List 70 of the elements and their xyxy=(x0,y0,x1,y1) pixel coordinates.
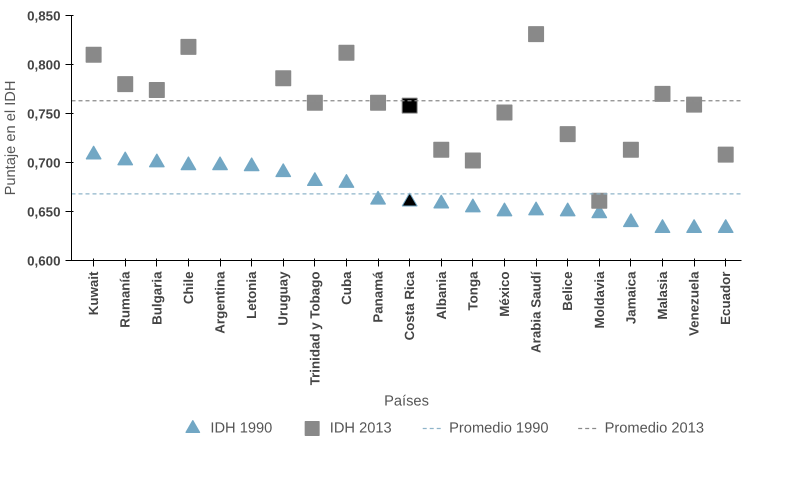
x-tick-label: Belice xyxy=(560,271,576,311)
point xyxy=(338,44,354,61)
point xyxy=(86,146,102,160)
point xyxy=(212,156,228,170)
y-tick-label: 0,800 xyxy=(27,58,61,72)
point xyxy=(622,142,639,158)
y-tick-label: 0,650 xyxy=(27,204,61,220)
point xyxy=(180,156,196,170)
point xyxy=(528,26,544,42)
x-axis-title: Países xyxy=(384,393,429,410)
point xyxy=(622,213,639,228)
x-tick-label: Moldavia xyxy=(592,270,607,329)
point xyxy=(560,126,576,142)
point xyxy=(117,76,134,92)
x-tick-label: Kuwait xyxy=(86,270,102,316)
x-tick-label: Chile xyxy=(180,271,196,304)
x-tick-label: Bulgaria xyxy=(149,270,164,325)
y-tick-label: 0,850 xyxy=(27,8,61,24)
x-tick-label: Albania xyxy=(434,270,449,320)
point xyxy=(306,172,323,186)
legend-label: Promedio 1990 xyxy=(449,420,549,436)
point xyxy=(560,202,576,216)
y-tick-label: 0,600 xyxy=(27,254,61,268)
point xyxy=(718,219,734,233)
point xyxy=(275,163,292,178)
point xyxy=(496,104,512,121)
point xyxy=(402,98,418,114)
legend-label: Promedio 2013 xyxy=(604,420,704,436)
point xyxy=(370,190,386,205)
x-tick-label: Trinidad y Tobago xyxy=(307,271,322,386)
x-tick-label: Rumanía xyxy=(118,270,133,328)
x-tick-label: Argentina xyxy=(212,270,228,334)
x-tick-label: Malasia xyxy=(654,270,670,320)
y-tick-label: 0,750 xyxy=(27,106,61,122)
legend-label: IDH 2013 xyxy=(330,420,392,436)
point xyxy=(433,194,450,208)
x-tick-label: Costa Rica xyxy=(402,270,418,340)
point xyxy=(718,146,734,163)
x-tick-label: Panamá xyxy=(370,270,386,323)
point xyxy=(402,192,418,207)
point xyxy=(370,94,386,111)
point xyxy=(148,153,165,168)
x-tick-label: Ecuador xyxy=(718,271,734,325)
legend-label: IDH 1990 xyxy=(210,420,272,436)
point xyxy=(117,151,134,166)
point xyxy=(275,70,292,86)
x-tick-label: México xyxy=(496,271,512,317)
x-tick-label: Tonga xyxy=(465,270,480,310)
y-axis-title: Puntaje en el IDH xyxy=(3,80,20,196)
point xyxy=(306,94,323,111)
x-tick-label: Uruguay xyxy=(276,270,291,326)
point xyxy=(464,198,481,212)
point xyxy=(244,157,260,172)
point xyxy=(528,201,544,216)
point xyxy=(433,142,450,158)
point xyxy=(686,219,702,233)
point xyxy=(654,86,670,102)
point xyxy=(496,202,512,216)
point xyxy=(86,46,102,63)
x-tick-label: Venezuela xyxy=(686,270,702,336)
point xyxy=(338,174,354,188)
x-tick-label: Cuba xyxy=(338,270,354,305)
point xyxy=(654,219,670,233)
point xyxy=(148,82,165,98)
x-tick-label: Arabia Saudí xyxy=(528,270,544,353)
point xyxy=(686,96,702,113)
x-tick-label: Jamaica xyxy=(623,270,638,324)
x-tick-label: Letonia xyxy=(244,270,260,319)
y-tick-label: 0,700 xyxy=(27,156,61,170)
point xyxy=(180,38,196,55)
